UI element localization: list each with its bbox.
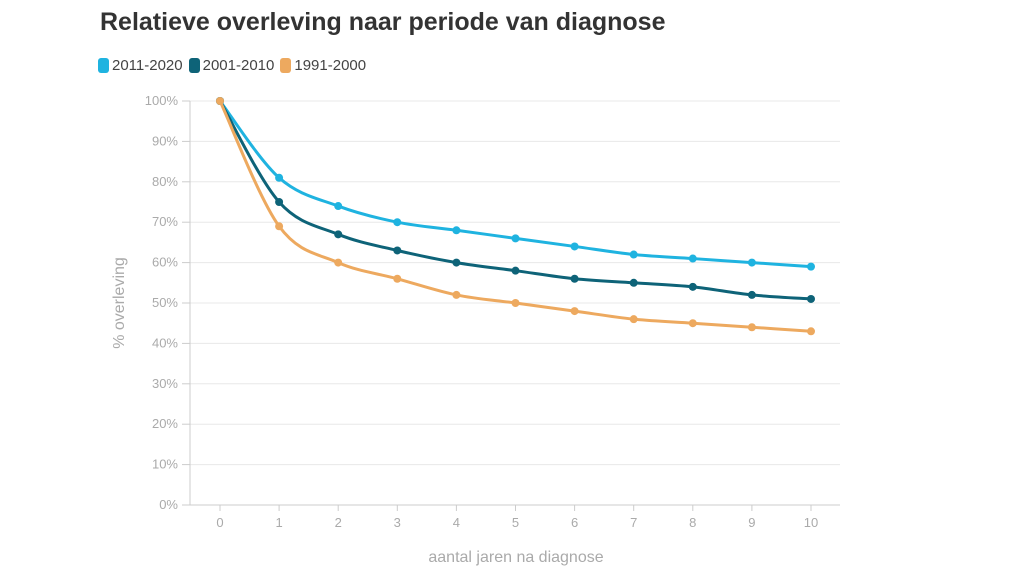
data-point-1991-2000 [334, 258, 343, 267]
x-tick-label: 8 [689, 515, 696, 530]
data-point-2011-2020 [688, 254, 697, 263]
data-point-2001-2010 [511, 266, 520, 275]
legend-label: 2011-2020 [112, 57, 183, 74]
data-point-2011-2020 [807, 262, 815, 271]
data-point-2011-2020 [570, 242, 579, 251]
data-point-1991-2000 [216, 97, 224, 105]
data-point-1991-2000 [747, 323, 756, 332]
data-point-1991-2000 [511, 299, 520, 307]
x-tick-label: 2 [335, 515, 342, 530]
data-point-1991-2000 [570, 307, 579, 316]
y-tick-label: 80% [152, 174, 178, 189]
data-point-2011-2020 [452, 226, 461, 235]
y-tick-label: 30% [152, 376, 178, 391]
data-point-1991-2000 [688, 319, 697, 328]
data-point-2011-2020 [511, 234, 520, 243]
series-line-1991-2000 [218, 100, 812, 333]
y-tick-label: 90% [152, 133, 178, 148]
x-tick-label: 1 [275, 515, 282, 530]
chart-title: Relatieve overleving naar periode van di… [100, 8, 666, 36]
y-tick-label: 60% [152, 255, 178, 270]
data-point-2011-2020 [393, 218, 402, 227]
legend-item-2011-2020[interactable]: 2011-2020 [98, 57, 183, 74]
y-tick-label: 0% [159, 497, 178, 512]
y-tick-label: 10% [152, 457, 178, 472]
data-point-1991-2000 [275, 222, 284, 231]
x-tick-label: 9 [748, 515, 755, 530]
x-tick-label: 4 [453, 515, 460, 530]
y-tick-label: 20% [152, 416, 178, 431]
x-tick-label: 6 [571, 515, 578, 530]
data-point-2001-2010 [747, 290, 756, 299]
legend-swatch [280, 58, 292, 73]
legend-item-1991-2000[interactable]: 1991-2000 [280, 57, 366, 74]
y-tick-label: 50% [152, 295, 178, 310]
data-point-2011-2020 [334, 202, 343, 211]
data-point-2001-2010 [334, 230, 343, 239]
data-point-2001-2010 [452, 258, 461, 267]
legend: 2011-2020 2001-2010 1991-2000 [98, 57, 366, 74]
y-tick-label: 100% [145, 93, 179, 108]
legend-item-2001-2010[interactable]: 2001-2010 [188, 57, 275, 74]
x-tick-label: 5 [512, 515, 519, 530]
data-point-2001-2010 [275, 198, 284, 206]
x-tick-label: 10 [804, 515, 818, 530]
data-point-2001-2010 [570, 274, 579, 283]
legend-label: 2001-2010 [202, 57, 275, 74]
series-line-2001-2010 [218, 100, 812, 301]
y-axis-label: % overleving [111, 257, 128, 349]
x-tick-label: 0 [216, 515, 223, 530]
y-tick-label: 40% [152, 335, 178, 350]
legend-swatch [98, 58, 109, 73]
data-point-2001-2010 [807, 294, 815, 303]
x-tick-label: 3 [394, 515, 401, 530]
data-point-2001-2010 [688, 282, 697, 291]
data-point-1991-2000 [629, 315, 638, 324]
data-point-1991-2000 [393, 274, 402, 283]
legend-label: 1991-2000 [294, 57, 367, 74]
data-point-2011-2020 [747, 258, 756, 267]
x-tick-label: 7 [630, 515, 637, 530]
legend-swatch [188, 58, 200, 73]
y-tick-label: 70% [152, 214, 178, 229]
data-point-2001-2010 [629, 278, 638, 287]
data-point-1991-2000 [807, 327, 815, 336]
data-point-2011-2020 [629, 250, 638, 259]
data-point-2001-2010 [393, 246, 402, 255]
x-axis-label: aantal jaren na diagnose [428, 549, 603, 566]
data-point-1991-2000 [452, 290, 461, 299]
data-point-2011-2020 [275, 173, 284, 182]
